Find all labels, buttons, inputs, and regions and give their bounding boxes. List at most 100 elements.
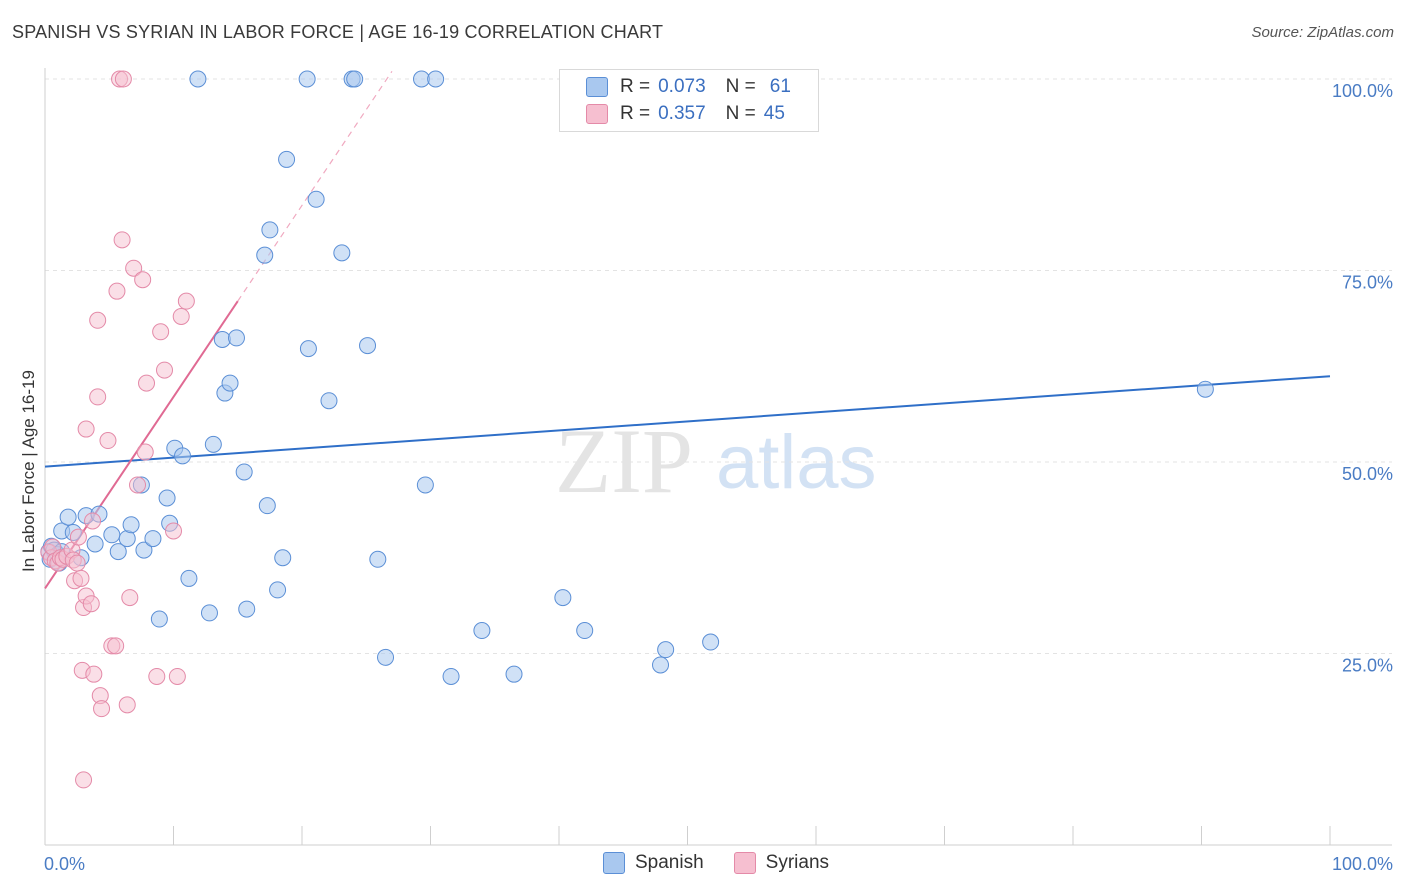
spanish-point [109,543,127,561]
syrians-point [68,554,86,572]
source-credit: Source: ZipAtlas.com [1251,24,1394,41]
spanish-point [269,581,287,599]
spanish-point [144,530,162,548]
spanish-trend-line [44,375,1331,468]
syrians-point [93,700,111,718]
spanish-point [189,70,207,88]
syrians-point [82,595,100,613]
syrians-point [75,771,93,789]
spanish-point [86,535,104,553]
spanish-point [702,633,720,651]
syrians-point [99,432,117,450]
r-value-syrians: 0.357 [658,103,706,124]
spanish-point [657,641,675,659]
syrians-point [168,667,186,685]
syrians-point [172,307,190,325]
syrians-point [107,637,125,655]
spanish-point [200,604,218,622]
spanish-point [173,447,191,465]
spanish-swatch [586,77,608,97]
spanish-point [427,70,445,88]
syrians-point [121,589,139,607]
spanish-point [238,600,256,618]
syrians-point [85,665,103,683]
syrians-point [152,323,170,341]
r-value-spanish: 0.073 [658,76,706,97]
stats-legend: R = 0.073 N = 61 R = 0.357 N = 45 [559,69,819,132]
syrians-point [177,292,195,310]
syrians-point [72,569,90,587]
spanish-point [278,150,296,168]
syrians-point [156,361,174,379]
series-legend: Spanish Syrians [603,852,859,874]
n-value-spanish: 61 [769,76,791,97]
syrians-legend-swatch [733,852,756,874]
syrians-point [118,696,136,714]
syrians-point [136,443,154,461]
y-axis-label: In Labor Force | Age 16-19 [19,370,38,572]
syrians-point [108,282,126,300]
spanish-point [298,70,316,88]
n-label: N = [725,76,756,97]
x-tick-label: 100.0% [1332,854,1393,874]
syrians-point [77,420,95,438]
spanish-point [320,392,338,410]
spanish-point [554,589,572,607]
spanish-point [180,569,198,587]
axes [44,68,1392,846]
syrians-trend-extension [237,71,393,302]
data-points [40,70,1214,789]
spanish-point [1196,380,1214,398]
legend-label-spanish: Spanish [635,852,704,873]
r-label: R = [620,76,651,97]
spanish-point [150,610,168,628]
spanish-point [333,244,351,262]
spanish-point [204,435,222,453]
tick-labels: 25.0% 50.0% 75.0% 100.0% 0.0% 100.0% [44,81,1393,874]
spanish-point [135,541,153,559]
y-tick-label: 100.0% [1332,81,1393,101]
syrians-point [134,271,152,289]
spanish-point [213,330,231,348]
syrians-point [89,388,107,406]
spanish-point [235,463,253,481]
syrians-point [138,374,156,392]
syrians-point [148,667,166,685]
x-tick-label: 0.0% [44,854,85,874]
syrians-point [84,512,102,530]
spanish-point [221,374,239,392]
spanish-point [227,329,245,347]
y-tick-label: 75.0% [1342,273,1393,293]
n-label: N = [725,103,756,124]
spanish-point [505,665,523,683]
syrians-point [113,231,131,249]
stats-row-spanish: R = 0.073 N = 61 [586,74,791,100]
legend-label-syrians: Syrians [765,852,830,873]
spanish-point [122,516,140,534]
spanish-legend-swatch [603,852,625,874]
n-value-syrians: 45 [763,103,785,124]
spanish-point [369,550,387,568]
y-tick-label: 25.0% [1342,656,1393,676]
watermark-atlas: atlas [716,420,877,505]
spanish-point [473,622,491,640]
stats-row-syrians: R = 0.357 N = 45 [586,101,785,127]
syrians-point [89,311,107,329]
spanish-point [261,221,279,239]
syrians-point [69,528,87,546]
legend-item-syrians[interactable]: Syrians [733,852,830,874]
grid-lines [45,78,1392,654]
chart-title: SPANISH VS SYRIAN IN LABOR FORCE | AGE 1… [12,22,664,42]
syrians-point [114,70,132,88]
spanish-point [307,190,325,208]
syrians-point [165,522,182,540]
spanish-point [103,526,121,544]
spanish-point [59,508,77,526]
watermark: ZIP atlas [555,410,877,512]
spanish-point [377,648,395,666]
y-tick-label: 50.0% [1342,464,1393,484]
legend-item-spanish[interactable]: Spanish [603,852,704,874]
watermark-zip: ZIP [555,410,693,512]
r-label: R = [620,103,651,124]
